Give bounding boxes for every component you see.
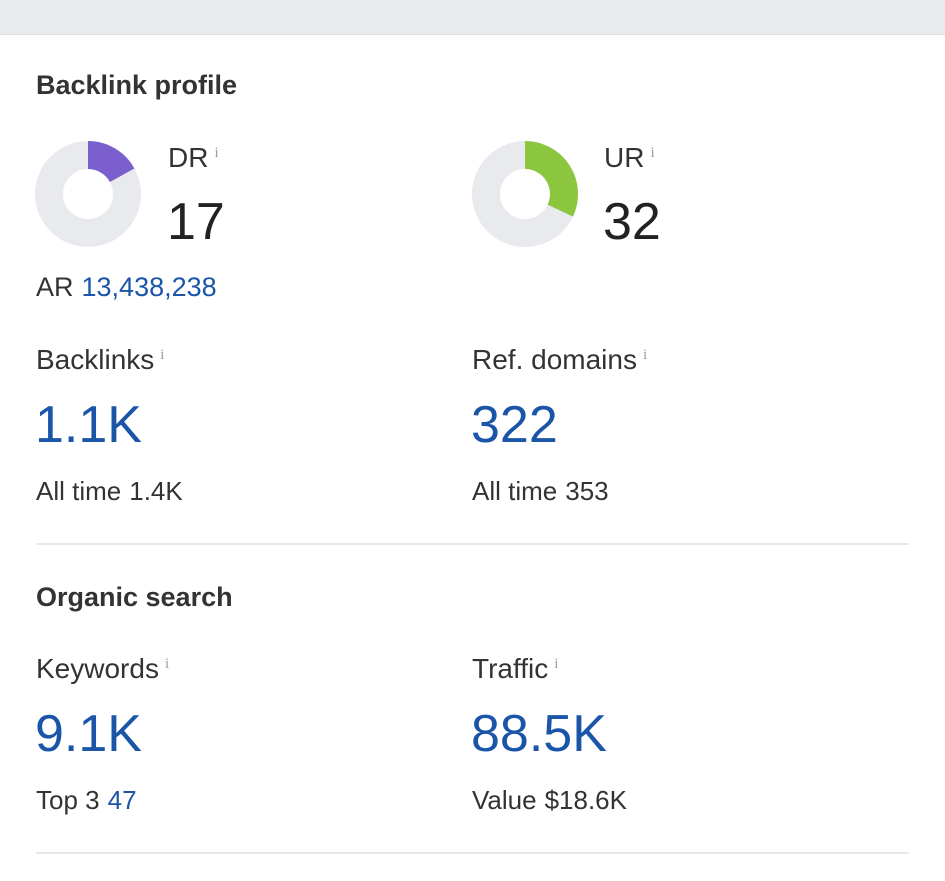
ref-domains-label-wrap: Ref. domains i (472, 344, 647, 376)
keywords-top3-link[interactable]: 47 (107, 785, 137, 815)
dr-info-icon[interactable]: i (214, 144, 219, 161)
backlinks-all-time-value: 1.4K (129, 476, 183, 506)
traffic-value-amount: $18.6K (544, 785, 627, 815)
traffic-label-wrap: Traffic i (472, 653, 558, 685)
ur-gauge-fill (524, 141, 578, 217)
ref-domains-value[interactable]: 322 (471, 396, 558, 454)
ref-domains-info-icon[interactable]: i (642, 346, 648, 363)
traffic-value-row: Value $18.6K (472, 785, 627, 816)
keywords-top3: Top 3 47 (36, 785, 137, 816)
ref-domains-all-time-label: All time (472, 476, 558, 506)
backlinks-all-time: All time 1.4K (36, 476, 183, 507)
ref-domains-label: Ref. domains (472, 344, 637, 375)
ref-domains-all-time: All time 353 (472, 476, 609, 507)
backlinks-all-time-label: All time (36, 476, 122, 506)
backlinks-label-wrap: Backlinks i (36, 344, 164, 376)
traffic-info-icon[interactable]: i (554, 655, 559, 672)
ur-value: 32 (603, 193, 661, 251)
ar-value-link[interactable]: 13,438,238 (81, 272, 217, 302)
section-divider-bottom (36, 852, 909, 854)
ref-domains-all-time-value: 353 (565, 476, 609, 506)
top-bar (0, 0, 945, 35)
ar-row: AR 13,438,238 (36, 272, 217, 303)
organic-search-title: Organic search (36, 582, 233, 612)
dr-value: 17 (167, 193, 225, 251)
backlink-profile-title: Backlink profile (36, 70, 238, 100)
traffic-value[interactable]: 88.5K (471, 705, 607, 763)
dr-gauge (35, 141, 141, 247)
keywords-info-icon[interactable]: i (164, 655, 170, 672)
traffic-value-label: Value (472, 785, 537, 815)
dr-label-wrap: DR i (168, 142, 219, 174)
keywords-label: Keywords (36, 653, 159, 684)
traffic-label: Traffic (472, 653, 549, 684)
backlinks-value[interactable]: 1.1K (35, 396, 142, 454)
section-divider (36, 543, 909, 545)
dr-gauge-fill (87, 141, 135, 183)
backlinks-label: Backlinks (36, 344, 155, 375)
ur-label: UR (604, 142, 645, 173)
backlinks-info-icon[interactable]: i (160, 346, 165, 363)
keywords-top3-label: Top 3 (36, 785, 100, 815)
ar-label: AR (36, 272, 74, 302)
keywords-value[interactable]: 9.1K (35, 705, 142, 763)
dr-label: DR (168, 142, 209, 173)
ur-gauge (472, 141, 578, 247)
ur-info-icon[interactable]: i (650, 144, 655, 161)
ur-label-wrap: UR i (604, 142, 655, 174)
keywords-label-wrap: Keywords i (36, 653, 169, 685)
